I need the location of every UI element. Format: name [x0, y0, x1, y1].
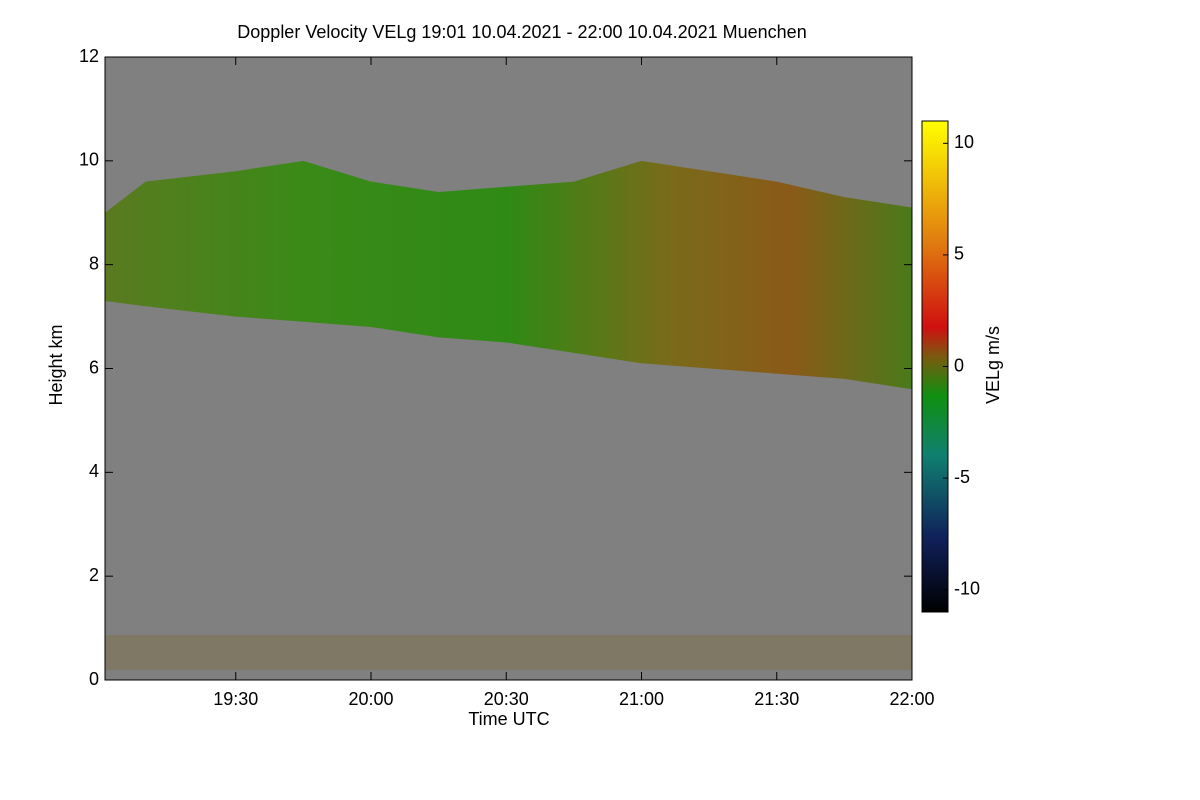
colorbar-tick-label: -10: [954, 578, 980, 598]
colorbar-tick-label: 5: [954, 244, 964, 264]
x-tick-label: 20:00: [348, 689, 393, 709]
chart-title: Doppler Velocity VELg 19:01 10.04.2021 -…: [237, 22, 806, 42]
colorbar-tick-label: 0: [954, 355, 964, 375]
x-axis-label: Time UTC: [468, 709, 549, 729]
cloud-layer: [105, 160, 912, 390]
x-tick-label: 20:30: [484, 689, 529, 709]
y-tick-label: 10: [79, 150, 99, 170]
y-tick-label: 4: [89, 461, 99, 481]
x-tick-label: 22:00: [889, 689, 934, 709]
x-tick-label: 19:30: [213, 689, 258, 709]
y-tick-label: 12: [79, 46, 99, 66]
y-tick-label: 2: [89, 565, 99, 585]
y-tick-label: 0: [89, 669, 99, 689]
colorbar-tick-label: 10: [954, 132, 974, 152]
colorbar-label: VELg m/s: [983, 326, 1003, 404]
x-tick-label: 21:30: [754, 689, 799, 709]
ground-clutter: [105, 635, 912, 670]
y-tick-label: 6: [89, 357, 99, 377]
y-tick-label: 8: [89, 253, 99, 273]
y-axis-label: Height km: [46, 324, 66, 405]
colorbar: [921, 120, 949, 613]
colorbar-tick-label: -5: [954, 467, 970, 487]
x-tick-label: 21:00: [619, 689, 664, 709]
